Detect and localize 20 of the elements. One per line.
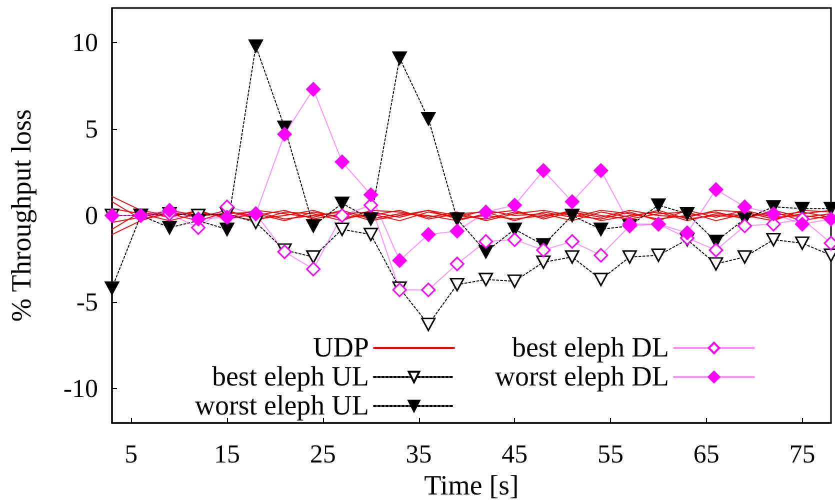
y-tick-label: 5 bbox=[85, 114, 98, 144]
legend-label: UDP bbox=[312, 332, 369, 364]
x-tick-label: 25 bbox=[310, 440, 336, 468]
y-tick-label: 0 bbox=[85, 201, 98, 230]
y-tick-label: -5 bbox=[76, 287, 98, 316]
legend-label: best eleph DL bbox=[512, 332, 669, 364]
legend-label: worst eleph UL bbox=[194, 390, 369, 422]
y-tick-label: 10 bbox=[72, 28, 98, 58]
x-tick-label: 45 bbox=[502, 440, 528, 468]
x-tick-label: 55 bbox=[598, 440, 624, 468]
x-tick-label: 35 bbox=[406, 440, 432, 468]
y-tick-label: -10 bbox=[63, 374, 98, 403]
x-tick-label: 65 bbox=[693, 440, 720, 468]
x-tick-label: 75 bbox=[789, 440, 816, 468]
y-axis-title: % Throughput loss bbox=[6, 109, 38, 322]
x-axis-title: Time [s] bbox=[424, 470, 519, 502]
legend-label: best eleph UL bbox=[212, 362, 369, 392]
legend-label: worst eleph DL bbox=[494, 362, 669, 392]
x-tick-label: 15 bbox=[214, 440, 240, 468]
x-tick-label: 5 bbox=[124, 440, 138, 468]
